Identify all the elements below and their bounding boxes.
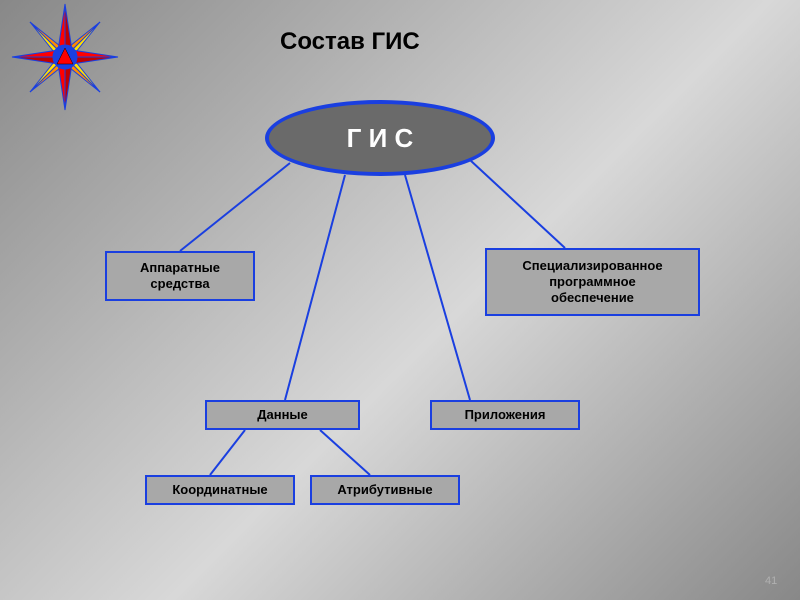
node-data: Данные xyxy=(205,400,360,430)
page-title: Состав ГИС xyxy=(280,28,420,56)
node-attrib: Атрибутивные xyxy=(310,475,460,505)
node-software: Специализированное программное обеспечен… xyxy=(485,248,700,316)
node-hardware: Аппаратные средства xyxy=(105,251,255,301)
root-node-gis: Г И С xyxy=(265,100,495,176)
root-node-label: Г И С xyxy=(347,123,414,154)
node-coord: Координатные xyxy=(145,475,295,505)
title-text: Состав ГИС xyxy=(280,28,420,55)
compass-rose-icon xyxy=(10,2,120,117)
page-number: 41 xyxy=(765,575,777,587)
node-apps: Приложения xyxy=(430,400,580,430)
